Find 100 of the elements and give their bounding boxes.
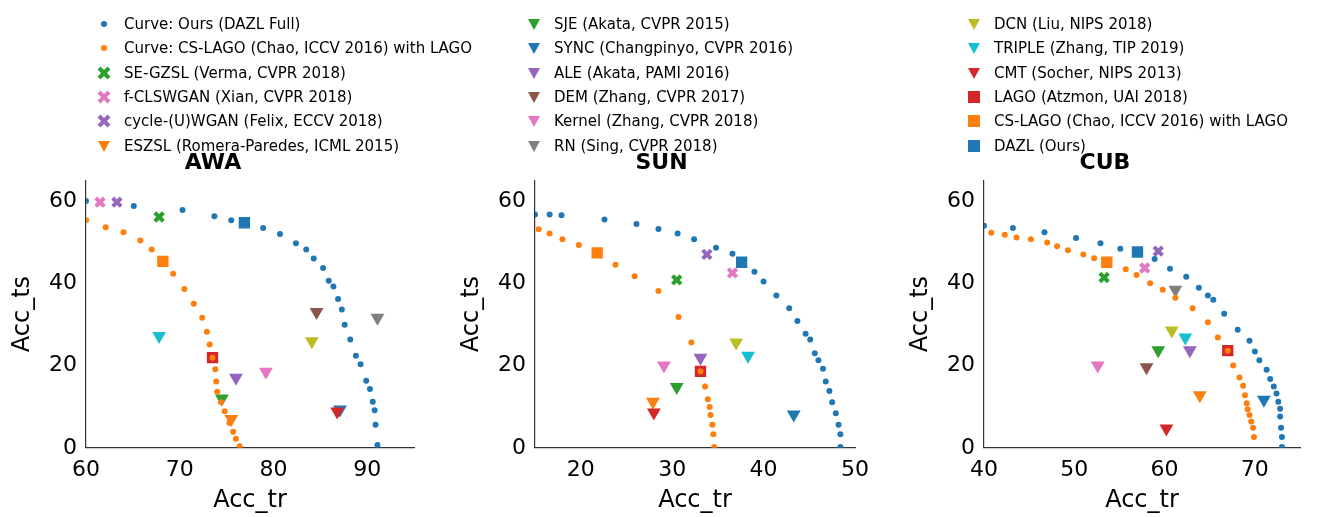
point	[236, 443, 243, 448]
point	[357, 361, 364, 368]
point	[1013, 234, 1020, 241]
point	[190, 300, 197, 307]
point	[1204, 319, 1211, 326]
point	[669, 382, 684, 395]
point	[238, 217, 251, 229]
point	[688, 339, 695, 346]
point	[229, 373, 243, 386]
point	[102, 224, 109, 231]
point	[1159, 286, 1166, 293]
point	[820, 365, 826, 372]
point	[214, 388, 221, 395]
point	[369, 398, 376, 405]
y-tick-label: 40	[498, 268, 526, 294]
legend-label: DEM (Zhang, CVPR 2017)	[554, 88, 746, 107]
point	[148, 246, 155, 253]
point	[341, 321, 348, 328]
point	[276, 230, 283, 237]
x-tick-label: 30	[658, 455, 687, 481]
point	[675, 313, 682, 320]
point	[575, 241, 582, 248]
point	[110, 195, 124, 209]
point	[1097, 240, 1104, 247]
point	[152, 331, 167, 344]
point	[726, 266, 739, 280]
y-axis-title: Acc_ts	[455, 275, 484, 353]
point	[1275, 398, 1282, 405]
point	[325, 277, 332, 284]
point	[815, 357, 822, 364]
legend-label: Curve: Ours (DAZL Full)	[124, 15, 301, 34]
point	[1277, 405, 1284, 412]
point	[157, 255, 169, 268]
point	[1080, 251, 1087, 258]
point	[710, 431, 717, 438]
point	[1097, 271, 1111, 284]
point	[212, 366, 219, 373]
y-tick-label: 20	[947, 351, 975, 377]
point	[1101, 256, 1113, 268]
y-tick-label: 0	[512, 433, 526, 459]
point	[837, 431, 844, 438]
point	[1041, 229, 1048, 236]
y-tick-label: 40	[49, 268, 77, 294]
point	[1001, 231, 1008, 238]
point	[633, 221, 640, 228]
point	[729, 338, 744, 351]
point	[1210, 296, 1217, 303]
point	[1251, 348, 1258, 355]
point	[1054, 243, 1061, 250]
point	[1091, 255, 1098, 262]
x-tick-label: 50	[1060, 455, 1089, 481]
point	[1278, 424, 1285, 431]
point	[228, 217, 235, 224]
point	[1064, 247, 1071, 254]
point	[120, 229, 127, 236]
point	[832, 410, 839, 417]
point	[371, 407, 378, 414]
point	[1152, 244, 1165, 258]
x-tick-label: 40	[749, 455, 778, 481]
point	[213, 378, 220, 385]
point	[330, 283, 337, 290]
y-tick-label: 20	[49, 351, 77, 377]
x-tick-label: 20	[566, 455, 595, 481]
point	[807, 336, 814, 343]
y-axis-title: Acc_ts	[6, 275, 35, 353]
point	[670, 273, 683, 287]
point	[751, 268, 758, 275]
point	[729, 250, 736, 257]
point	[1009, 225, 1016, 232]
point	[691, 236, 698, 243]
point	[826, 388, 833, 395]
point	[1277, 413, 1284, 420]
legend-label: SE-GZSL (Verma, CVPR 2018)	[124, 63, 346, 82]
point	[546, 211, 553, 218]
y-tick-label: 60	[498, 186, 526, 212]
point	[206, 341, 213, 348]
point	[292, 240, 299, 247]
point	[335, 295, 342, 302]
point	[1250, 434, 1257, 441]
x-axis-title: Acc_tr	[1105, 484, 1179, 513]
point	[1195, 284, 1202, 291]
x-tick-label: 80	[259, 455, 288, 481]
point	[811, 350, 818, 357]
point	[1166, 265, 1173, 272]
legend-label: LAGO (Atzmon, UAI 2018)	[994, 88, 1188, 107]
point	[786, 305, 793, 312]
point	[1221, 310, 1228, 317]
legend-label: cycle-(U)WGAN (Felix, ECCV 2018)	[124, 112, 383, 131]
point	[835, 421, 842, 428]
point	[829, 399, 836, 406]
legend-label: ALE (Akata, PAMI 2016)	[554, 63, 730, 82]
point	[347, 336, 354, 343]
point	[221, 408, 228, 415]
point	[559, 236, 566, 243]
point	[693, 353, 708, 366]
point	[1214, 334, 1221, 341]
point	[1263, 366, 1270, 373]
x-tick-label: 90	[353, 455, 382, 481]
legend-label: Kernel (Zhang, CVPR 2018)	[554, 112, 759, 131]
point	[1027, 236, 1034, 243]
